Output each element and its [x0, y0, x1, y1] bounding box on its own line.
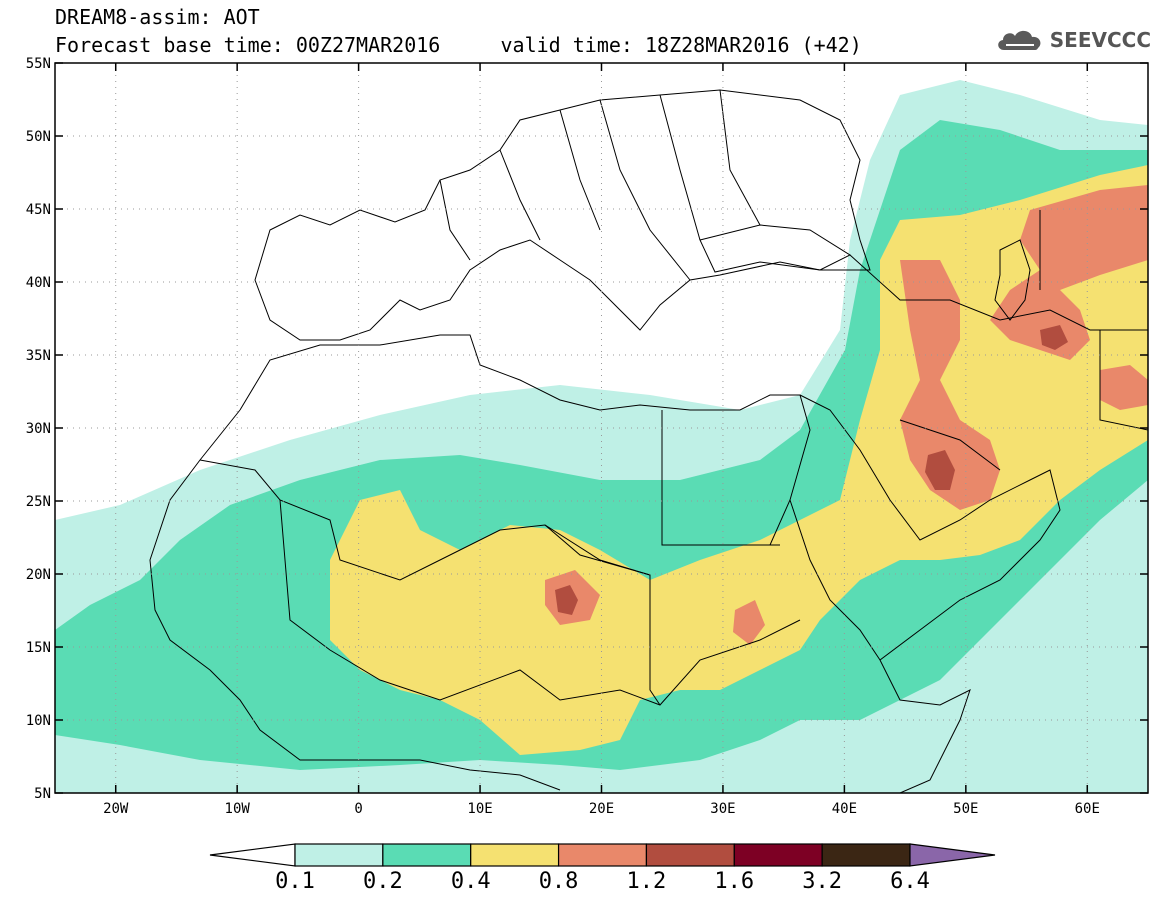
border-libya-chad [544, 524, 651, 576]
colorbar-label: 0.2 [363, 869, 403, 894]
arabian-peninsula [799, 394, 1061, 661]
lat-tick-label: 15N [26, 640, 51, 656]
aot-band-0.2 [55, 120, 1148, 770]
colorbar-label: 0.4 [451, 869, 491, 894]
colorbar-box [294, 843, 384, 867]
aot-band-1.2-iran [1040, 325, 1068, 350]
red-sea-east-africa [789, 499, 971, 793]
colorbar-label: 6.4 [890, 869, 930, 894]
aot-band-0.8-iran [1100, 365, 1148, 410]
lon-tick-label: 30E [710, 801, 735, 817]
colorbar-box [733, 843, 823, 867]
border-europe-internal [439, 89, 761, 281]
seevccc-logo: SEEVCCC [994, 26, 1151, 54]
border-mideast [849, 210, 1148, 471]
lon-tick-label: 50E [953, 801, 978, 817]
west-africa-coastline [149, 409, 561, 791]
colorbar-label: 0.1 [275, 869, 315, 894]
lon-tick-label: 20E [589, 801, 614, 817]
colorbar-box [821, 843, 911, 867]
lat-tick-label: 25N [26, 494, 51, 510]
lat-tick-label: 45N [26, 202, 51, 218]
colorbar-box [645, 843, 735, 867]
lon-tick-label: 10E [467, 801, 492, 817]
aot-band-0.8-sudan [733, 600, 765, 645]
europe-coastline [254, 89, 871, 341]
lat-tick-label: 10N [26, 713, 51, 729]
lat-tick-label: 40N [26, 275, 51, 291]
colorbar-label: 1.6 [714, 869, 754, 894]
colorbar-label: 3.2 [802, 869, 842, 894]
colorbar-label: 1.2 [627, 869, 667, 894]
lat-tick-label: 20N [26, 567, 51, 583]
cloud-icon [997, 30, 1041, 50]
lon-tick-label: 60E [1075, 801, 1100, 817]
colorbar-label: 0.8 [539, 869, 579, 894]
axis-ticks: 20W 10W 0 10E 20E 30E 40E 50E 60E 55N 50N 45N 40N 35N… [26, 56, 1148, 817]
lon-tick-label: 20W [103, 801, 129, 817]
lat-tick-label: 30N [26, 421, 51, 437]
forecast-time-subtitle: Forecast base time: 00Z27MAR2016 valid t… [55, 33, 862, 57]
lon-tick-label: 40E [832, 801, 857, 817]
colorbar-box [470, 843, 560, 867]
map-grid [55, 63, 1148, 793]
lat-tick-label: 5N [34, 786, 51, 802]
aot-band-1.2-iraq [925, 450, 955, 490]
aot-band-0.8-north [900, 260, 1000, 510]
map-title: DREAM8-assim: AOT [55, 5, 260, 29]
colorbar: 0.1 0.2 0.4 0.8 1.2 1.6 3.2 6.4 [209, 843, 996, 894]
lat-tick-label: 55N [26, 56, 51, 72]
lon-tick-label: 10W [225, 801, 251, 817]
logo-text: SEEVCCC [1049, 28, 1151, 52]
lat-tick-label: 35N [26, 348, 51, 364]
aot-band-1.2-chad [555, 585, 578, 615]
caspian-sea [994, 239, 1031, 321]
border-egypt-libya [661, 410, 780, 546]
lon-tick-label: 0 [354, 801, 362, 817]
black-sea [699, 224, 852, 273]
border-sahel [279, 499, 801, 706]
lat-tick-label: 50N [26, 129, 51, 145]
aot-contours [55, 80, 1148, 793]
colorbar-box [557, 843, 648, 867]
colorbar-box [382, 843, 472, 867]
aot-band-0.8-east [990, 185, 1148, 360]
colorbar-max-arrow [909, 843, 996, 867]
colorbar-min-arrow [209, 843, 296, 867]
north-africa-coastline [239, 334, 811, 546]
map-outlines [149, 89, 1148, 793]
